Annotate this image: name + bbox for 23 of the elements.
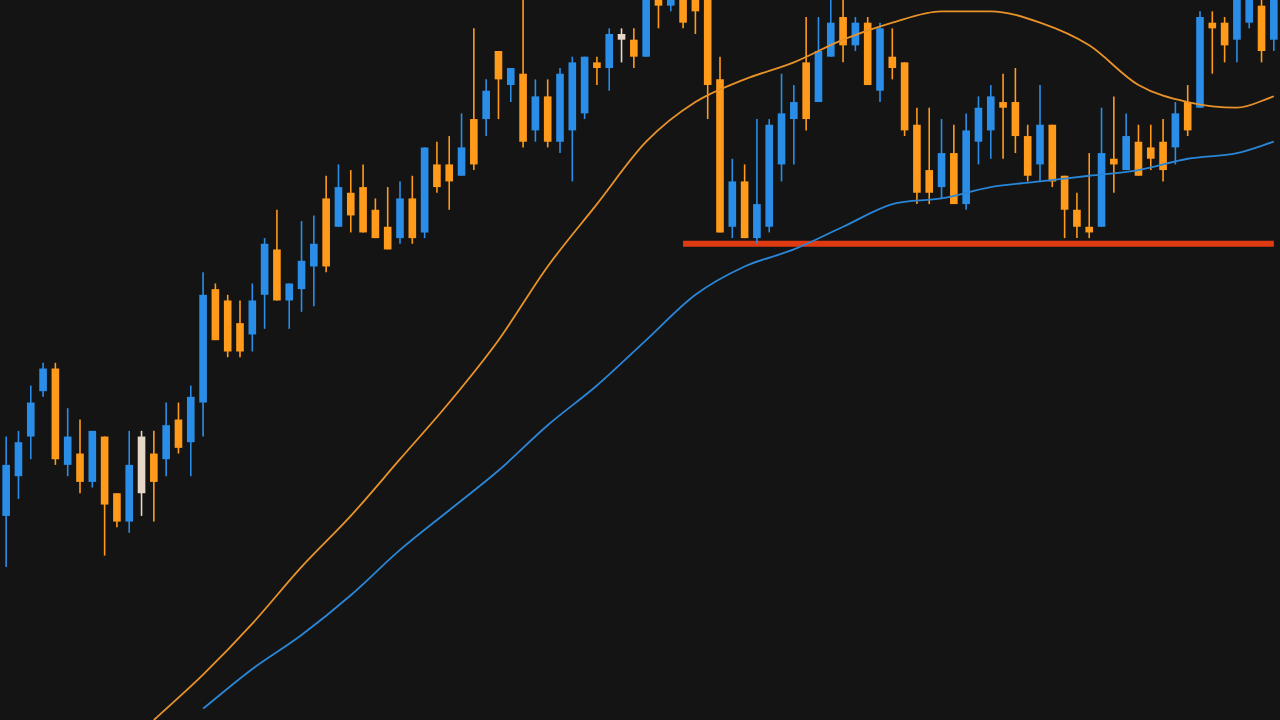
candlestick: [1208, 10, 1217, 75]
candlestick: [1110, 95, 1118, 194]
candlestick: [617, 27, 626, 64]
candlestick: [999, 72, 1007, 160]
candlestick: [310, 214, 318, 307]
candlestick: [445, 135, 454, 211]
candlestick: [1245, 0, 1254, 30]
candlestick: [679, 0, 687, 30]
candlestick: [1073, 191, 1081, 239]
candlestick: [39, 362, 47, 398]
candlestick: [1085, 152, 1094, 239]
candlestick: [506, 67, 515, 103]
candlestick: [888, 27, 897, 81]
candlestick: [346, 169, 355, 234]
candlestick: [285, 282, 294, 330]
candlestick: [925, 106, 934, 205]
candlestick: [383, 186, 392, 251]
candlestick: [630, 27, 638, 69]
candlestick: [790, 84, 798, 166]
candlestick: [593, 55, 601, 86]
candlestick: [654, 0, 663, 30]
candlestick: [1146, 123, 1155, 171]
candlestick: [433, 140, 441, 194]
